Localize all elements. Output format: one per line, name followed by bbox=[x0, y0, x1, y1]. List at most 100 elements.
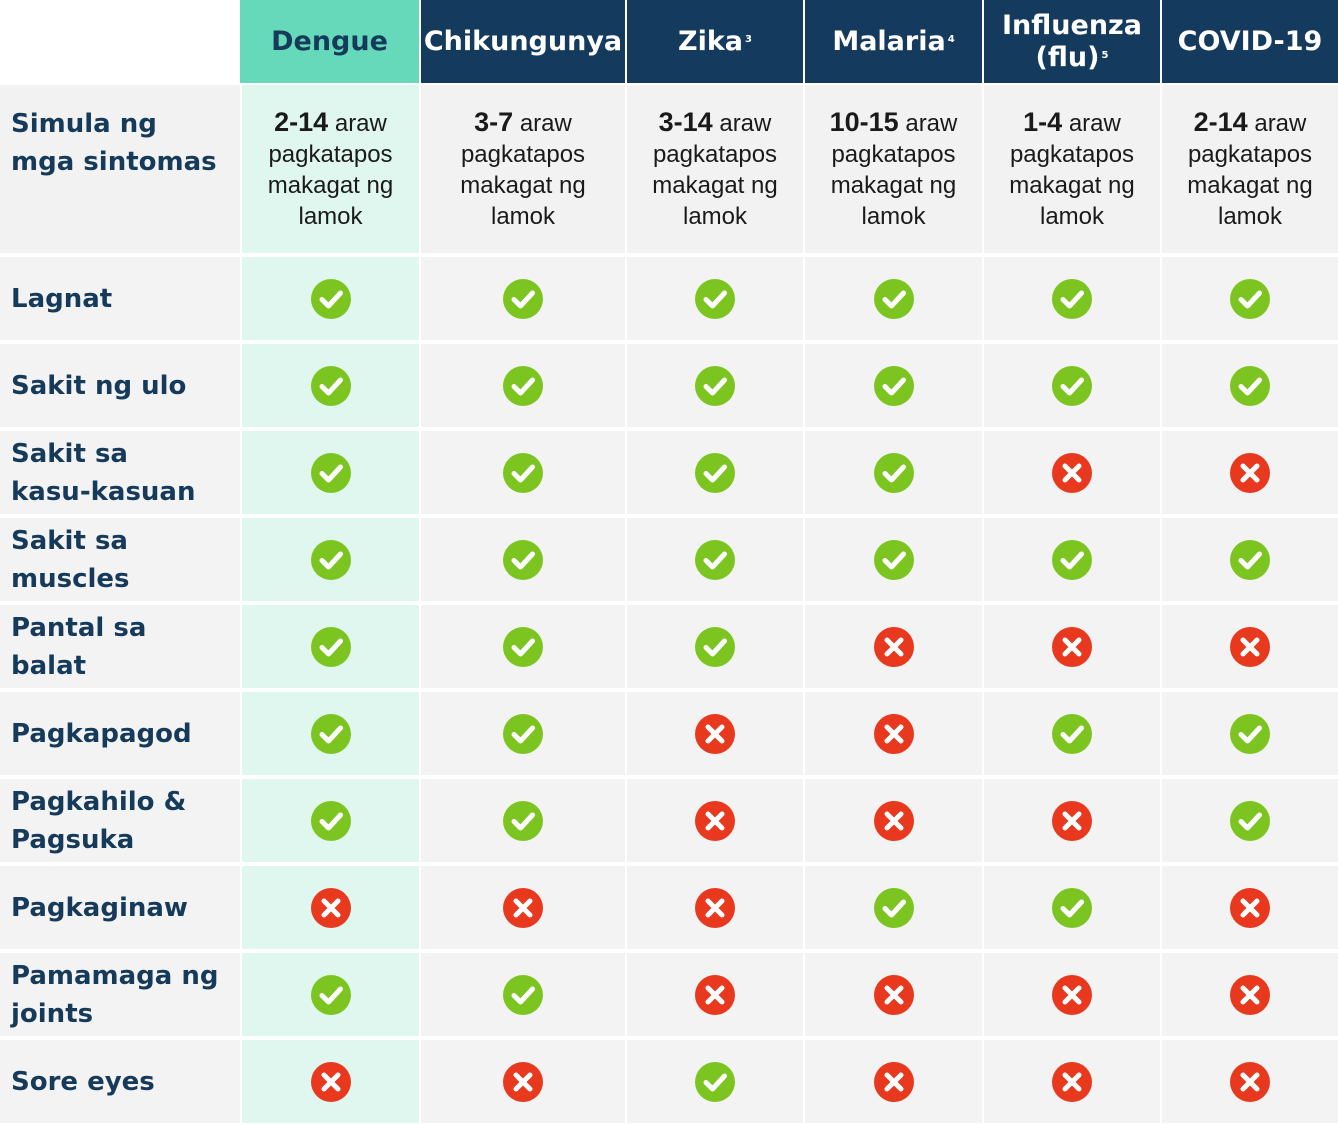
column-header-label: Dengue bbox=[271, 25, 388, 57]
onset-unit: araw bbox=[719, 110, 772, 137]
row-label: Pagkahilo & Pagsuka bbox=[0, 779, 240, 862]
onset-cell: 3-14 araw pagkatapos makagat ng lamok bbox=[627, 85, 803, 253]
row-label-text: Pantal sa balat bbox=[11, 612, 147, 681]
x-circle-icon bbox=[1052, 974, 1092, 1015]
x-circle-icon bbox=[873, 800, 914, 841]
symptom-cell bbox=[242, 779, 419, 862]
check-circle-icon bbox=[503, 365, 543, 406]
symptom-cell bbox=[805, 866, 982, 949]
symptom-cell bbox=[627, 518, 803, 601]
check-circle-icon bbox=[1230, 800, 1270, 841]
x-circle-icon bbox=[1230, 887, 1270, 928]
x-circle-icon bbox=[1230, 974, 1270, 1015]
column-header-label: Malaria bbox=[832, 25, 946, 57]
symptom-cell bbox=[984, 431, 1160, 514]
check-circle-icon bbox=[503, 626, 543, 667]
check-circle-icon bbox=[310, 713, 351, 754]
onset-days: 1-4 bbox=[1023, 107, 1063, 137]
symptom-cell bbox=[984, 605, 1160, 688]
symptom-cell bbox=[984, 779, 1160, 862]
check-circle-icon bbox=[503, 800, 543, 841]
row-label-text: Lagnat bbox=[11, 283, 113, 314]
symptom-cell bbox=[1162, 779, 1338, 862]
symptom-cell bbox=[984, 866, 1160, 949]
symptom-cell bbox=[1162, 257, 1338, 340]
symptom-cell bbox=[421, 431, 625, 514]
symptom-cell bbox=[627, 953, 803, 1036]
x-circle-icon bbox=[1052, 800, 1092, 841]
symptom-cell bbox=[1162, 692, 1338, 775]
check-circle-icon bbox=[310, 626, 351, 667]
symptom-cell bbox=[1162, 518, 1338, 601]
symptom-cell bbox=[421, 953, 625, 1036]
symptom-cell bbox=[805, 692, 982, 775]
symptom-cell bbox=[984, 953, 1160, 1036]
check-circle-icon bbox=[695, 278, 735, 319]
symptom-cell bbox=[242, 518, 419, 601]
check-circle-icon bbox=[503, 278, 543, 319]
x-circle-icon bbox=[1230, 452, 1270, 493]
row-label: Pagkapagod bbox=[0, 692, 240, 775]
x-circle-icon bbox=[1052, 1061, 1092, 1102]
symptom-cell bbox=[1162, 605, 1338, 688]
symptom-cell bbox=[805, 257, 982, 340]
symptom-cell bbox=[421, 344, 625, 427]
symptom-cell bbox=[242, 344, 419, 427]
symptom-cell bbox=[984, 257, 1160, 340]
onset-days: 3-7 bbox=[474, 107, 514, 137]
symptom-cell bbox=[627, 779, 803, 862]
symptom-cell bbox=[1162, 431, 1338, 514]
symptom-cell bbox=[1162, 344, 1338, 427]
footnote-marker: 4 bbox=[947, 33, 955, 45]
check-circle-icon bbox=[695, 626, 735, 667]
symptom-cell bbox=[805, 605, 982, 688]
row-label: Pamamaga ng joints bbox=[0, 953, 240, 1036]
row-label-text: Sakit sa muscles bbox=[11, 525, 130, 594]
row-label: Sore eyes bbox=[0, 1040, 240, 1123]
onset-suffix: pagkatapos makagat ng lamok bbox=[460, 141, 586, 230]
x-circle-icon bbox=[1052, 626, 1092, 667]
check-circle-icon bbox=[873, 887, 914, 928]
symptom-cell bbox=[421, 779, 625, 862]
onset-unit: araw bbox=[334, 110, 387, 137]
symptom-cell bbox=[805, 518, 982, 601]
symptom-cell bbox=[627, 1040, 803, 1123]
footnote-marker: 5 bbox=[1101, 49, 1109, 61]
check-circle-icon bbox=[310, 278, 351, 319]
row-label: Sakit sa muscles bbox=[0, 518, 240, 601]
check-circle-icon bbox=[1052, 365, 1092, 406]
row-label-text: Sakit ng ulo bbox=[11, 370, 187, 401]
symptom-cell bbox=[421, 257, 625, 340]
symptom-cell bbox=[242, 692, 419, 775]
check-circle-icon bbox=[1052, 713, 1092, 754]
onset-suffix: pagkatapos makagat ng lamok bbox=[267, 141, 394, 230]
check-circle-icon bbox=[310, 974, 351, 1015]
check-circle-icon bbox=[695, 452, 735, 493]
column-header-influenza-flu: Influenza (flu) 5 bbox=[984, 0, 1160, 83]
onset-cell: 10-15 araw pagkatapos makagat ng lamok bbox=[805, 85, 982, 253]
onset-cell: 2-14 araw pagkatapos makagat ng lamok bbox=[242, 85, 419, 253]
symptom-cell bbox=[984, 692, 1160, 775]
check-circle-icon bbox=[1230, 539, 1270, 580]
x-circle-icon bbox=[873, 1061, 914, 1102]
column-header-chikungunya: Chikungunya bbox=[421, 0, 625, 83]
row-label: Pantal sa balat bbox=[0, 605, 240, 688]
row-label: Sakit sa kasu-kasuan bbox=[0, 431, 240, 514]
header-corner bbox=[0, 0, 240, 85]
onset-suffix: pagkatapos makagat ng lamok bbox=[652, 141, 778, 230]
row-label-text: Sakit sa kasu-kasuan bbox=[11, 438, 196, 507]
check-circle-icon bbox=[873, 452, 914, 493]
symptom-cell bbox=[627, 866, 803, 949]
symptom-cell bbox=[805, 779, 982, 862]
check-circle-icon bbox=[503, 539, 543, 580]
x-circle-icon bbox=[873, 626, 914, 667]
check-circle-icon bbox=[695, 1061, 735, 1102]
symptom-cell bbox=[984, 518, 1160, 601]
x-circle-icon bbox=[1052, 452, 1092, 493]
check-circle-icon bbox=[503, 713, 543, 754]
check-circle-icon bbox=[873, 539, 914, 580]
x-circle-icon bbox=[503, 1061, 543, 1102]
symptom-cell bbox=[805, 431, 982, 514]
symptom-cell bbox=[242, 257, 419, 340]
